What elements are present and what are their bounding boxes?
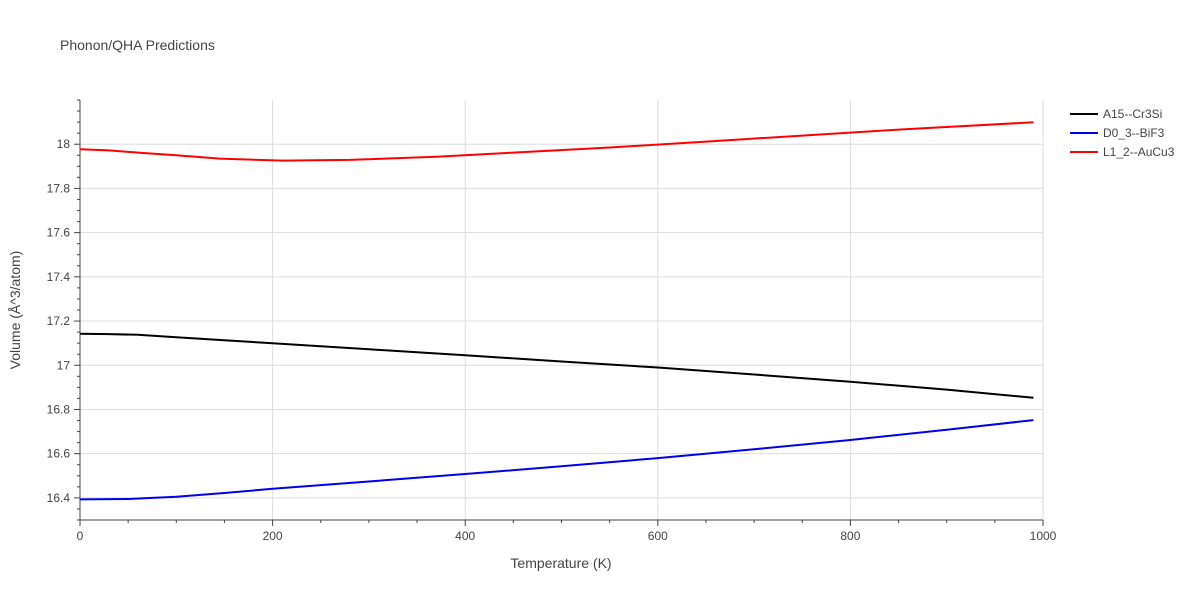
plot-area xyxy=(79,121,1034,501)
x-tick-label: 200 xyxy=(263,529,283,543)
legend-item-l1-2-aucu3[interactable]: L1_2--AuCu3 xyxy=(1070,145,1175,159)
x-tick-label: 1000 xyxy=(1030,529,1057,543)
series-line-a15-cr3si xyxy=(79,332,1034,399)
x-tick-label: 600 xyxy=(648,529,668,543)
grid xyxy=(79,100,1044,520)
y-tick-label: 16.8 xyxy=(47,402,71,416)
y-tick-label: 17.2 xyxy=(47,314,71,328)
y-tick-label: 18 xyxy=(57,137,71,151)
y-tick-label: 16.6 xyxy=(47,447,71,461)
y-tick-label: 17.8 xyxy=(47,181,71,195)
x-axis-title: Temperature (K) xyxy=(510,555,611,571)
series-line-d0-3-bif3 xyxy=(79,419,1034,501)
series-line-l1-2-aucu3 xyxy=(79,121,1034,162)
legend-item-d0-3-bif3[interactable]: D0_3--BiF3 xyxy=(1070,126,1165,140)
legend-item-a15-cr3si[interactable]: A15--Cr3Si xyxy=(1070,107,1162,121)
y-tick-label: 16.4 xyxy=(47,491,71,505)
y-tick-label: 17.6 xyxy=(47,226,71,240)
y-axis-title: Volume (Å^3/atom) xyxy=(7,251,23,370)
legend-label: L1_2--AuCu3 xyxy=(1103,145,1175,159)
x-tick-label: 0 xyxy=(77,529,84,543)
chart-title: Phonon/QHA Predictions xyxy=(60,37,215,53)
axes: 0 200 400 600 800 1000 16.4 16.6 16.8 17 17.2 17.4 1… xyxy=(47,99,1057,543)
x-tick-label: 800 xyxy=(840,529,860,543)
legend-label: A15--Cr3Si xyxy=(1103,107,1162,121)
y-tick-label: 17 xyxy=(57,358,71,372)
legend[interactable]: A15--Cr3Si D0_3--BiF3 L1_2--AuCu3 xyxy=(1070,107,1175,159)
legend-label: D0_3--BiF3 xyxy=(1103,126,1165,140)
x-tick-label: 400 xyxy=(455,529,475,543)
y-tick-label: 17.4 xyxy=(47,270,71,284)
